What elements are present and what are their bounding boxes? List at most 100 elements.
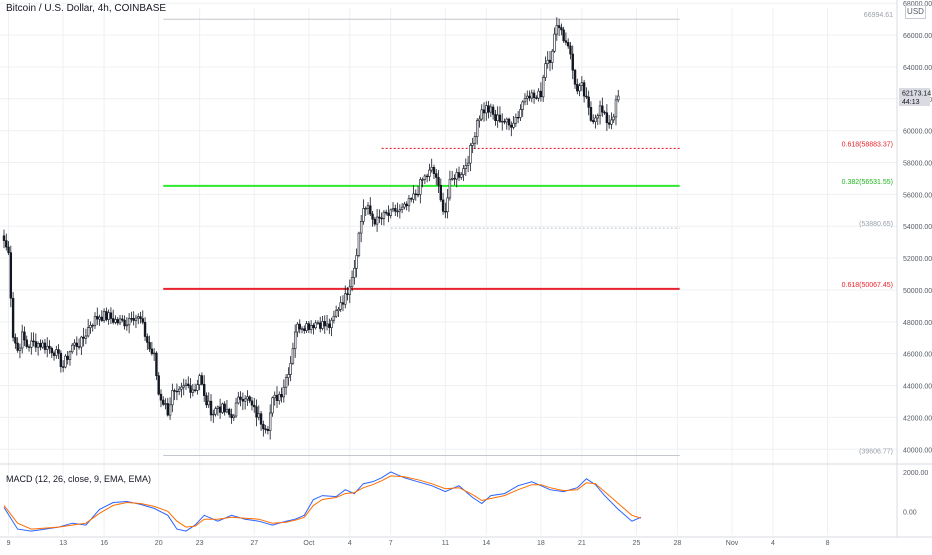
candle-body (441, 199, 445, 212)
candle-body (391, 208, 395, 211)
x-tick-label: Nov (726, 540, 739, 547)
fib-level-label: 0.618(50067.45) (842, 282, 893, 289)
fib-level-label: 0.618(58883.37) (842, 141, 893, 148)
candle-body (353, 267, 356, 278)
candle-body (182, 385, 185, 388)
currency-button[interactable]: USD (905, 5, 926, 19)
candle-body (2, 235, 6, 241)
candle-body (357, 232, 361, 256)
candle-body (371, 213, 374, 220)
candle-body (423, 175, 427, 180)
candle-body (535, 97, 538, 99)
candle-body (75, 342, 79, 347)
candle-body (373, 218, 377, 225)
macd-line (3, 471, 642, 532)
y-tick-label: 44000.00 (903, 384, 932, 391)
candle-body (523, 97, 527, 103)
y-tick-label: 54000.00 (903, 224, 932, 231)
candle-body (521, 101, 524, 110)
candle-body (193, 389, 197, 391)
candle-body (89, 325, 92, 328)
candle-body (453, 177, 456, 180)
candle-body (601, 105, 604, 113)
candle-body (428, 169, 431, 177)
candle-body (455, 172, 458, 180)
candle-body (23, 331, 26, 341)
candle-body (589, 107, 593, 121)
candle-body (309, 324, 313, 330)
candle-body (566, 42, 570, 47)
candle-body (257, 413, 260, 418)
candle-body (526, 95, 529, 99)
candle-body (485, 105, 488, 114)
candle-body (389, 209, 392, 216)
candle-body (359, 221, 363, 234)
candle-body (36, 343, 40, 348)
candle-body (480, 109, 483, 120)
candle-body (109, 312, 113, 319)
candle-body (237, 396, 240, 404)
candle-body (146, 336, 149, 343)
x-tick-label: 16 (100, 540, 108, 547)
fib-level-label: (39606.77) (859, 449, 893, 456)
candle-body (344, 293, 347, 305)
candle-body (157, 375, 160, 395)
y-tick-label: 42000.00 (903, 415, 932, 422)
candle-body (43, 342, 47, 350)
candle-body (232, 415, 235, 419)
candle-body (457, 172, 461, 178)
candle-body (300, 328, 304, 330)
x-tick-label: Oct (303, 540, 314, 547)
x-tick-label: 27 (250, 540, 258, 547)
candle-body (127, 318, 131, 326)
y-tick-label: 58000.00 (903, 161, 932, 168)
x-tick-label: 18 (537, 540, 545, 547)
candle-body (259, 413, 263, 425)
candle-body (57, 349, 60, 354)
candle-body (298, 323, 301, 330)
y-tick-label: 52000.00 (903, 256, 932, 263)
x-tick-label: 23 (196, 540, 204, 547)
candle-body (346, 293, 349, 295)
candle-body (582, 82, 586, 97)
candle-body (284, 377, 288, 388)
candle-body (466, 162, 470, 166)
candle-body (216, 406, 220, 409)
candle-body (41, 342, 44, 348)
candle-body (200, 375, 204, 385)
candle-body (5, 240, 8, 248)
candle-body (64, 355, 67, 368)
candle-body (250, 400, 254, 406)
candle-body (253, 404, 256, 408)
candle-body (519, 109, 522, 118)
candle-body (148, 342, 151, 350)
x-tick-label: 20 (155, 540, 163, 547)
candle-body (164, 403, 167, 405)
candle-body (264, 428, 267, 431)
candle-body (173, 390, 176, 392)
candle-body (271, 397, 274, 414)
candle-body (362, 208, 365, 222)
candle-body (282, 386, 286, 398)
candle-body (121, 318, 124, 321)
candle-body (20, 331, 24, 349)
candle-body (576, 83, 579, 92)
candle-body (289, 362, 292, 375)
candle-body (9, 252, 13, 299)
candle-body (334, 310, 338, 317)
candle-body (11, 297, 15, 338)
candle-body (414, 193, 417, 195)
candle-body (598, 105, 602, 116)
candle-body (55, 349, 58, 356)
macd-y-tick-label: 2000.00 (903, 470, 928, 477)
x-tick-label: 4 (771, 540, 775, 547)
candle-body (218, 406, 222, 413)
candle-body (544, 63, 547, 78)
candle-body (425, 175, 429, 178)
macd-title: MACD (12, 26, close, 9, EMA, EMA) (6, 474, 152, 484)
candle-body (594, 117, 597, 123)
candle-body (478, 118, 481, 122)
candle-body (168, 404, 172, 416)
